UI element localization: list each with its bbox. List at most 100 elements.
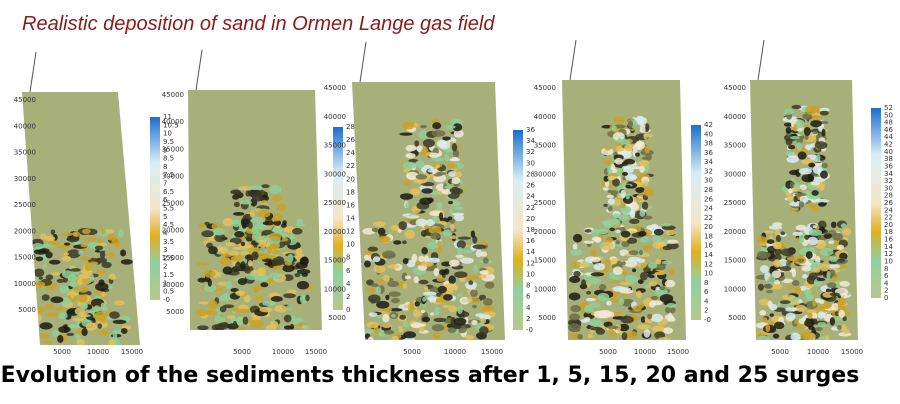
terrain-bump — [366, 279, 374, 286]
colorbar-tick-label: 16 — [526, 237, 535, 245]
y-tick-label: 45000 — [724, 84, 746, 92]
terrain-bump — [757, 335, 770, 340]
terrain-bump — [251, 251, 259, 261]
terrain-bump — [203, 269, 216, 278]
y-tick-label: 25000 — [162, 200, 184, 208]
terrain-bump — [85, 322, 98, 331]
terrain-bump — [271, 249, 280, 255]
terrain-bump — [801, 174, 815, 183]
colorbar-tick-label: 4 — [163, 229, 168, 237]
panel: 4500040000350003000025000200001500010000… — [162, 49, 355, 356]
terrain-bump — [643, 328, 651, 338]
terrain-bump — [792, 279, 800, 287]
terrain-bump — [571, 261, 582, 268]
terrain-bump — [820, 170, 828, 179]
x-tick-label: 10000 — [87, 348, 109, 356]
colorbar-tick-label: 0.5 — [163, 288, 174, 296]
colorbar-tick-label: 0 — [346, 306, 350, 314]
y-tick-label: 40000 — [324, 113, 346, 121]
terrain-bump — [780, 231, 786, 236]
terrain-bump — [235, 261, 241, 270]
terrain-bump — [604, 146, 612, 151]
terrain-bump — [444, 288, 454, 295]
terrain-bump — [479, 270, 489, 275]
terrain-bump — [405, 144, 417, 152]
terrain-bump — [38, 276, 43, 280]
terrain-bump — [430, 312, 435, 316]
terrain-bump — [402, 180, 412, 186]
terrain-bump — [208, 246, 218, 255]
colorbar-tick-label: 24 — [346, 149, 355, 157]
terrain-bump — [618, 323, 630, 332]
terrain-bump — [81, 248, 87, 252]
y-tick-label: 25000 — [724, 199, 746, 207]
colorbar-tick-label: 18 — [884, 228, 893, 236]
terrain-bump — [402, 283, 408, 289]
terrain-bump — [817, 133, 822, 137]
colorbar-tick-label: 6 — [704, 288, 709, 296]
terrain-bump — [67, 274, 78, 282]
terrain-bump — [106, 229, 115, 234]
terrain-bump — [803, 126, 811, 136]
terrain-bump — [296, 268, 311, 275]
terrain-bump — [808, 162, 816, 168]
terrain-bump — [583, 240, 595, 244]
terrain-bump — [647, 313, 653, 320]
y-tick-label: 5000 — [728, 314, 746, 322]
terrain-bump — [444, 153, 450, 162]
terrain-bump — [832, 232, 843, 241]
terrain-bump — [661, 260, 673, 265]
terrain-bump — [268, 232, 282, 241]
terrain-bump — [783, 122, 793, 127]
y-tick-label: 5000 — [538, 314, 556, 322]
terrain-bump — [282, 264, 295, 273]
terrain-bump — [414, 301, 420, 307]
x-tick-label: 15000 — [121, 348, 143, 356]
terrain-bump — [795, 224, 807, 231]
terrain-bump — [454, 271, 468, 278]
terrain-bump — [61, 255, 72, 262]
terrain-bump — [242, 316, 249, 325]
terrain-bump — [198, 301, 210, 305]
terrain-bump — [305, 294, 310, 302]
terrain-bump — [628, 331, 639, 339]
terrain-bump — [207, 278, 212, 287]
terrain-bump — [668, 268, 675, 276]
terrain-bump — [436, 201, 443, 211]
terrain-bump — [438, 212, 444, 221]
terrain-bump — [245, 190, 251, 197]
colorbar-tick-label: 10.5 — [163, 121, 179, 129]
terrain-bump — [294, 272, 301, 278]
colorbar-tick-label: 16 — [704, 242, 713, 250]
terrain-bump — [235, 316, 245, 326]
terrain-bump — [570, 328, 581, 333]
terrain-bump — [96, 269, 106, 275]
terrain-bump — [472, 235, 478, 244]
terrain-bump — [807, 202, 818, 208]
terrain-bump — [471, 319, 478, 325]
terrain-bump — [240, 218, 251, 228]
terrain-bump — [453, 206, 464, 211]
terrain-bump — [625, 173, 637, 181]
terrain-bump — [607, 176, 616, 181]
terrain-bump — [766, 239, 775, 244]
colorbar-tick-label: 6 — [884, 272, 889, 280]
terrain-bump — [108, 339, 117, 345]
terrain-bump — [597, 228, 609, 235]
colorbar-tick-label: 24 — [704, 205, 713, 213]
terrain-bump — [799, 195, 809, 204]
colorbar-tick-label: -0 — [163, 296, 170, 304]
panel: 4500040000350003000025000200001500010000… — [14, 51, 179, 356]
colorbar-tick-label: 22 — [346, 162, 355, 170]
terrain-bump — [479, 251, 488, 257]
terrain-bump — [427, 241, 439, 250]
terrain-bump — [791, 104, 802, 110]
terrain-bump — [377, 235, 391, 243]
terrain-bump — [834, 311, 840, 317]
colorbar-tick-label: 8 — [526, 282, 530, 290]
colorbar-tick-label: 36 — [704, 149, 713, 157]
terrain-bump — [232, 194, 240, 200]
terrain-bump — [484, 281, 495, 289]
terrain-bump — [391, 335, 399, 340]
